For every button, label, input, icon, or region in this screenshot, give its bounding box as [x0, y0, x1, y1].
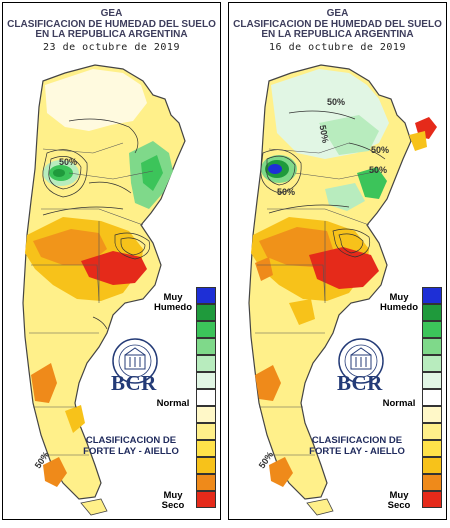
classification-line2: FORTE LAY - AIELLO — [309, 446, 405, 457]
classification-line1: CLASIFICACION DE — [85, 435, 177, 446]
bcr-seal-icon — [337, 337, 385, 390]
map-panel-left: GEA CLASIFICACION DE HUMEDAD DEL SUELO E… — [2, 2, 221, 520]
map-date: 23 de octubre de 2019 — [43, 41, 180, 53]
argentina-soil-moisture-map — [248, 64, 437, 516]
contour-label: 50% — [369, 165, 388, 175]
legend-swatch — [196, 457, 216, 474]
map-title-line1: CLASIFICACION DE HUMEDAD DEL SUELO — [233, 18, 442, 30]
bcr-seal-icon — [111, 337, 159, 390]
contour-label: 50% — [59, 157, 78, 167]
contour-label: 50% — [327, 97, 346, 107]
legend-swatch — [196, 474, 216, 491]
legend-swatch — [422, 474, 442, 491]
org-name: GEA — [326, 8, 349, 19]
legend-top-label: Muy Humedo — [154, 292, 192, 313]
classification-line1: CLASIFICACION DE — [311, 435, 403, 446]
legend-swatch — [422, 372, 442, 389]
legend-swatch — [196, 338, 216, 355]
classification-source: CLASIFICACION DE FORTE LAY - AIELLO — [307, 435, 407, 457]
argentina-soil-moisture-map — [22, 64, 186, 516]
map-date: 16 de octubre de 2019 — [269, 41, 406, 53]
legend-swatch — [196, 440, 216, 457]
legend-swatch — [196, 406, 216, 423]
legend-bottom-label: Muy Seco — [161, 490, 185, 511]
legend-swatch — [422, 304, 442, 321]
org-name: GEA — [100, 8, 123, 19]
legend-swatch — [196, 389, 216, 406]
map-title-line2: EN LA REPUBLICA ARGENTINA — [35, 29, 188, 40]
legend-swatch — [422, 491, 442, 508]
legend-swatch — [196, 372, 216, 389]
map-title-line1: CLASIFICACION DE HUMEDAD DEL SUELO — [7, 18, 216, 30]
legend-swatch — [196, 304, 216, 321]
contour-label: 50% — [277, 187, 296, 197]
legend-swatch — [196, 287, 216, 304]
legend-swatch — [422, 423, 442, 440]
contour-label: 50% — [371, 145, 390, 155]
map-title-line2: EN LA REPUBLICA ARGENTINA — [261, 29, 414, 40]
legend-swatch — [422, 287, 442, 304]
legend-swatch — [422, 457, 442, 474]
legend-top-label: Muy Humedo — [380, 292, 418, 313]
color-legend — [422, 287, 442, 508]
legend-swatch — [196, 423, 216, 440]
legend-swatch — [422, 440, 442, 457]
legend-mid-label: Normal — [382, 398, 416, 409]
legend-mid-label: Normal — [156, 398, 190, 409]
map-panel-right: GEA CLASIFICACION DE HUMEDAD DEL SUELO E… — [228, 2, 447, 520]
legend-swatch — [422, 338, 442, 355]
legend-swatch — [196, 321, 216, 338]
bcr-logo-text: BCR — [111, 371, 157, 395]
classification-source: CLASIFICACION DE FORTE LAY - AIELLO — [81, 435, 181, 457]
legend-swatch — [422, 355, 442, 372]
legend-swatch — [422, 406, 442, 423]
legend-swatch — [196, 491, 216, 508]
legend-swatch — [422, 321, 442, 338]
bcr-logo-text: BCR — [337, 371, 383, 395]
legend-bottom-label: Muy Seco — [387, 490, 411, 511]
legend-swatch — [422, 389, 442, 406]
color-legend — [196, 287, 216, 508]
legend-swatch — [196, 355, 216, 372]
classification-line2: FORTE LAY - AIELLO — [83, 446, 179, 457]
